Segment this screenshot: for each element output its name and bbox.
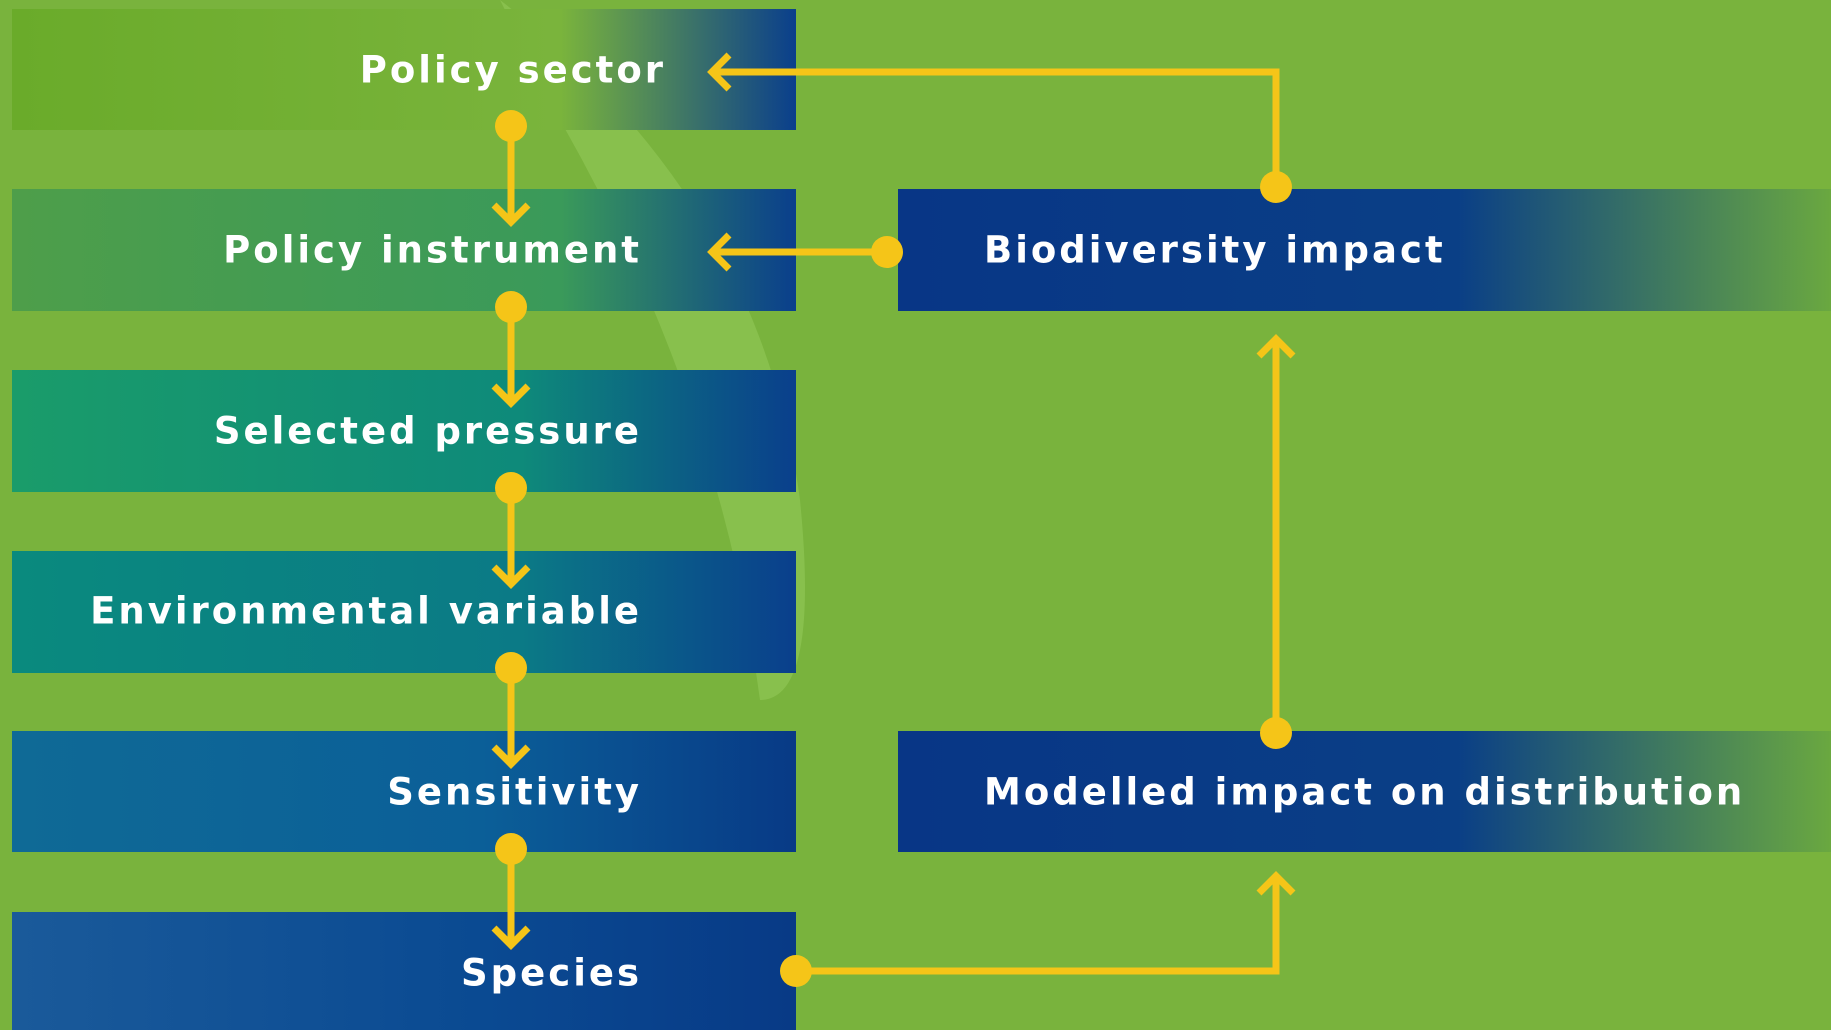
node-label: Modelled impact on distribution <box>984 771 1745 814</box>
node-label: Biodiversity impact <box>984 229 1446 272</box>
box <box>12 912 796 1030</box>
node-label: Environmental variable <box>90 590 642 633</box>
node-label: Policy sector <box>360 49 666 92</box>
node-label: Sensitivity <box>387 771 642 814</box>
diagram: Policy sector Policy instrument Selected… <box>0 0 1831 1030</box>
node-label: Selected pressure <box>214 410 642 453</box>
background <box>0 0 1831 1030</box>
node-label: Species <box>461 952 642 995</box>
node-label: Policy instrument <box>223 229 642 272</box>
